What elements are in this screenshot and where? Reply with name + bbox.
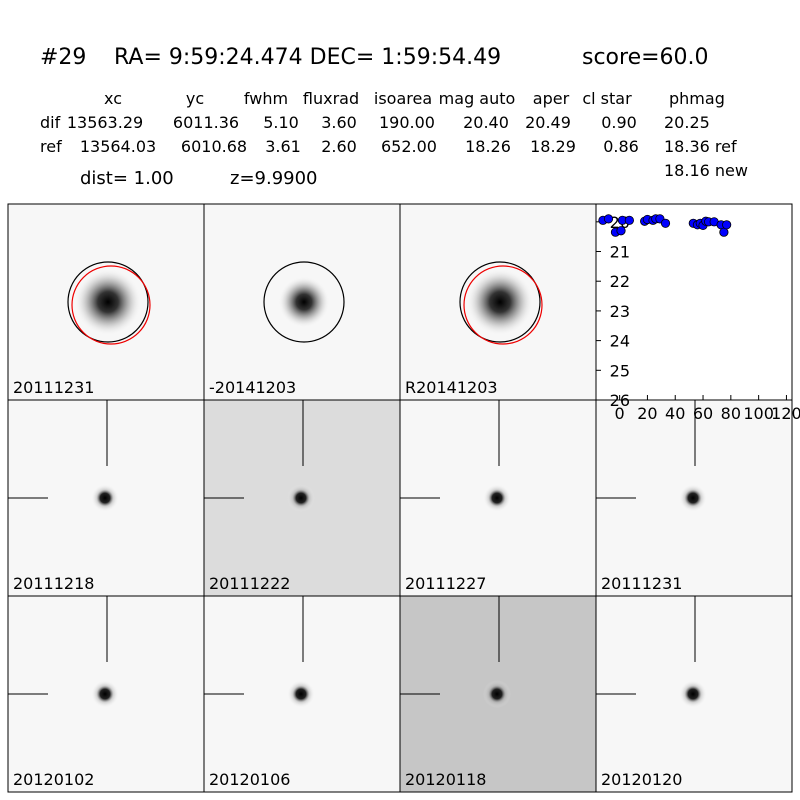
x-tick-label: 100	[743, 404, 774, 423]
column-header: xc	[104, 89, 122, 108]
panel-label: 20120120	[601, 770, 682, 789]
source	[287, 484, 315, 512]
phmag-new: 18.16 new	[664, 161, 748, 180]
table-cell: 13563.29	[67, 113, 143, 132]
table-cell: 20.49	[525, 113, 571, 132]
table-cell: dif	[40, 113, 61, 132]
table-cell: 652.00	[381, 137, 437, 156]
table-cell: 3.60	[321, 113, 357, 132]
panel-label: -20141203	[209, 378, 296, 397]
aperture	[459, 261, 541, 343]
x-tick-label: 80	[721, 404, 741, 423]
panel-label: R20141203	[405, 378, 498, 397]
table-cell: 20.25	[664, 113, 710, 132]
z: z=9.9900	[230, 168, 318, 189]
point	[722, 220, 732, 230]
x-tick-label: 20	[637, 404, 657, 423]
dist: dist= 1.00	[80, 168, 174, 189]
column-header: mag auto	[439, 89, 516, 108]
source	[91, 680, 119, 708]
source	[278, 276, 330, 328]
point	[603, 214, 614, 224]
column-header: fwhm	[244, 89, 288, 108]
panel-label: 20120106	[209, 770, 290, 789]
y-tick-label: 23	[610, 302, 630, 321]
aperture	[263, 261, 345, 343]
y-tick-label: 24	[610, 332, 630, 351]
column-header: isoarea	[374, 89, 432, 108]
y-tick-label: 21	[610, 243, 630, 262]
panel-label: 20120118	[405, 770, 486, 789]
table-cell: 13564.03	[80, 137, 156, 156]
table-cell: 5.10	[263, 113, 299, 132]
column-header: aper	[533, 89, 570, 108]
table-cell: ref	[40, 137, 62, 156]
aperture	[67, 261, 149, 343]
coords: RA= 9:59:24.474 DEC= 1:59:54.49	[114, 45, 501, 70]
point	[660, 218, 671, 228]
source	[287, 680, 315, 708]
panel-label: 20111227	[405, 574, 486, 593]
source	[91, 484, 119, 512]
x-tick-label: 0	[615, 404, 625, 423]
column-header: fluxrad	[303, 89, 359, 108]
score: score=60.0	[582, 45, 709, 70]
column-header: cl star	[582, 89, 632, 108]
table-cell: 18.36 ref	[664, 137, 737, 156]
panel-label: 20111222	[209, 574, 290, 593]
x-tick-label: 120	[771, 404, 800, 423]
panel-label: 20120102	[13, 770, 94, 789]
table-cell: 3.61	[265, 137, 301, 156]
source	[483, 484, 511, 512]
table-cell: 20.40	[463, 113, 509, 132]
y-tick-label: 22	[610, 272, 630, 291]
table-cell: 18.26	[465, 137, 511, 156]
column-header: phmag	[669, 89, 725, 108]
aperture-ref	[71, 265, 151, 345]
aperture-ref	[463, 265, 543, 345]
panel-label: 20111231	[601, 574, 682, 593]
point	[624, 215, 634, 225]
y-tick-label: 26	[610, 391, 630, 410]
panel-label: 20111231	[13, 378, 94, 397]
table-cell: 2.60	[321, 137, 357, 156]
column-header: yc	[186, 89, 204, 108]
panel-label: 20111218	[13, 574, 94, 593]
source	[679, 484, 707, 512]
source	[679, 680, 707, 708]
source	[483, 680, 511, 708]
source	[466, 268, 534, 336]
table-cell: 190.00	[379, 113, 435, 132]
table-cell: 6011.36	[173, 113, 239, 132]
source	[74, 268, 142, 336]
y-tick-label: 25	[610, 361, 630, 380]
table-cell: 6010.68	[181, 137, 247, 156]
point	[616, 226, 626, 236]
table-cell: 0.90	[601, 113, 637, 132]
table-cell: 0.86	[603, 137, 639, 156]
id: #29	[40, 45, 86, 70]
table-cell: 18.29	[530, 137, 576, 156]
plot-area	[595, 203, 793, 401]
x-tick-label: 60	[693, 404, 713, 423]
x-tick-label: 40	[665, 404, 685, 423]
